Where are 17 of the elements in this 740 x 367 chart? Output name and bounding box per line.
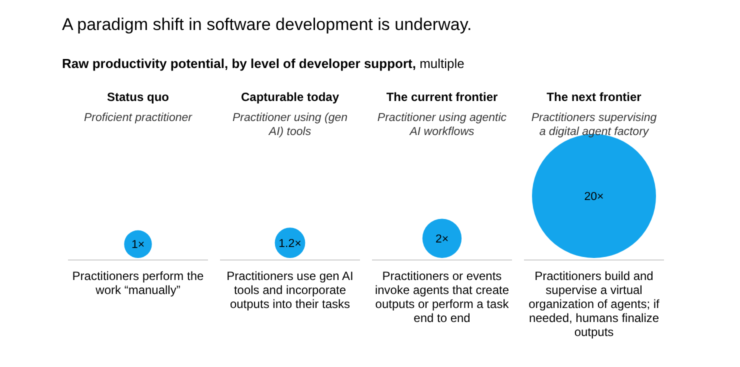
category-label: The current frontier	[386, 90, 498, 104]
text: Practitioners or events invoke agents that create outputs or perform a task end to end	[374, 269, 510, 325]
category-label: Capturable today	[240, 90, 340, 104]
text: Practitioners use gen AI tools and incorporate outputs into their tasks	[226, 269, 354, 311]
text: Practitioner using (gen AI) tools	[232, 112, 348, 138]
text: Practitioners perform the work “manually”	[72, 269, 204, 297]
text: Proficient practitioner	[84, 112, 194, 124]
category-label: The next frontier	[546, 90, 642, 104]
data-label: 20×	[584, 191, 604, 203]
data-label: 1×	[131, 239, 145, 252]
text: Practitioners build and supervise a virtual organization of agents; if needed, humans finalize outputs	[528, 269, 660, 339]
data-label: 2×	[435, 233, 449, 246]
text: Raw productivity potential, by level of developer support, multiple	[62, 56, 464, 71]
text: Practitioner using agentic AI workflows	[377, 112, 507, 138]
data-label: 1.2×	[278, 238, 302, 250]
category-label: Status quo	[107, 90, 169, 104]
text: A paradigm shift in software development is underway.	[62, 15, 472, 34]
